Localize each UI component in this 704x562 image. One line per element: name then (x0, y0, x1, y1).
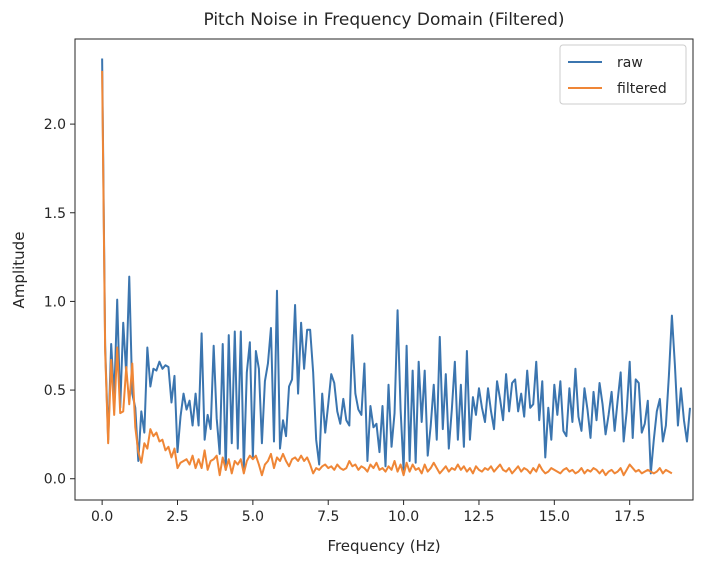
series-line-filtered (101, 70, 673, 477)
legend-label-filtered: filtered (617, 81, 667, 97)
y-tick-label: 1.0 (44, 294, 66, 310)
chart-title: Pitch Noise in Frequency Domain (Filtere… (203, 10, 564, 30)
y-tick-label: 0.0 (44, 472, 66, 488)
legend: raw filtered (559, 44, 687, 105)
axis-ticks: 0.0 2.5 5.0 7.5 10.0 12.5 15.0 17.5 0.0 0.5 1.0 1.5… (44, 117, 646, 525)
x-tick-label: 7.5 (317, 509, 339, 525)
x-tick-label: 0.0 (91, 509, 113, 525)
y-tick-label: 2.0 (44, 117, 66, 133)
legend-box (559, 44, 687, 105)
x-tick-label: 5.0 (242, 509, 264, 525)
y-tick-label: 1.5 (44, 206, 66, 222)
series-lines (101, 58, 691, 477)
x-tick-label: 15.0 (539, 509, 570, 525)
x-tick-label: 2.5 (166, 509, 188, 525)
plot-area (74, 38, 694, 501)
series-line-raw (101, 58, 691, 475)
y-axis-label: Amplitude (10, 232, 28, 309)
x-tick-label: 12.5 (463, 509, 494, 525)
x-axis-label: Frequency (Hz) (327, 537, 440, 555)
x-tick-label: 17.5 (614, 509, 645, 525)
x-tick-label: 10.0 (388, 509, 419, 525)
legend-label-raw: raw (617, 55, 643, 71)
y-tick-label: 0.5 (44, 383, 66, 399)
